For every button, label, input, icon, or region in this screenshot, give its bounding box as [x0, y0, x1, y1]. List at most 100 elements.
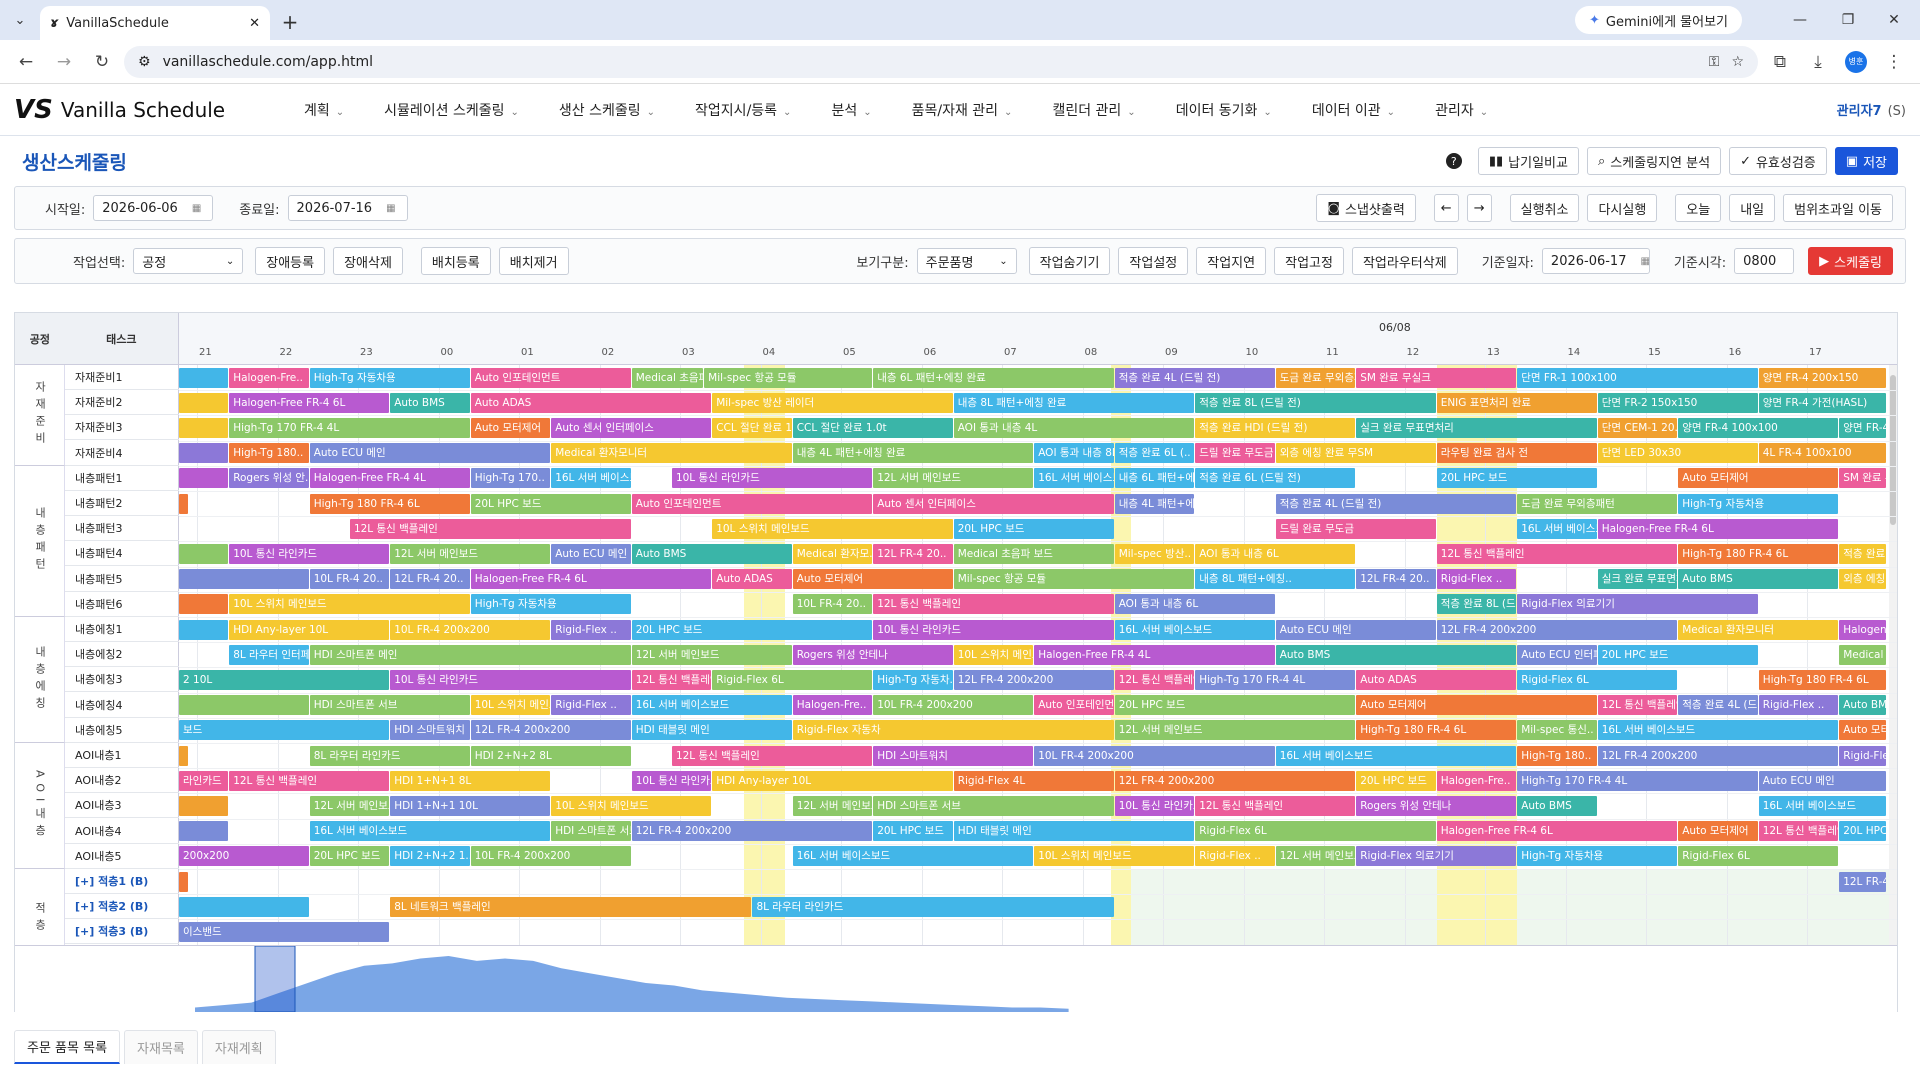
task-bar[interactable] [179, 896, 309, 917]
menu-item-5[interactable]: 품목/자재 관리 ⌄ [892, 100, 1033, 120]
task-bar[interactable] [179, 619, 229, 640]
task-bar[interactable]: 12L FR-4 20.. [390, 569, 470, 590]
task-bar[interactable]: 10L 통신 라인카드 [1114, 795, 1195, 816]
help-icon[interactable]: ? [1445, 153, 1462, 169]
task-bar[interactable]: Auto ECU 메인 [309, 443, 551, 464]
task-bar[interactable]: 8L 라우터 라인카드 [309, 745, 470, 766]
start-date-input[interactable]: 2026-06-06 ▦ [93, 195, 214, 221]
task-bar[interactable]: 12L FR-4 200x20 [1839, 871, 1886, 892]
task-bar[interactable]: 도금 완료 무외층패턴 [1275, 367, 1356, 388]
menu-item-7[interactable]: 데이터 동기화 ⌄ [1156, 100, 1292, 120]
task-bar[interactable]: Halogen-Fre.. [229, 367, 309, 388]
task-bar[interactable]: 10L 통신 라인카드 [631, 770, 712, 791]
schedule-button[interactable]: ▶ 스케줄링 [1808, 247, 1893, 275]
task-bar[interactable]: 20L HPC 보드 [1114, 695, 1356, 716]
task-bar[interactable]: 12L 서버 메인보드 [1275, 846, 1356, 867]
task-bar[interactable]: 단면 LED 30x30 [1597, 443, 1758, 464]
task-bar[interactable]: 적층 완료 HDI (드릴 전) [1195, 417, 1356, 438]
task-bar[interactable]: 양면 FR-4 200x150 [1758, 367, 1886, 388]
task-bar[interactable]: 실크 완료 무표면처리 [1597, 569, 1678, 590]
task-bar[interactable]: Auto 모터제어 [792, 569, 953, 590]
task-bar[interactable]: Rigid-Flex 6L [1195, 821, 1436, 842]
extensions-icon[interactable]: ⧉ [1773, 51, 1787, 72]
task-bar[interactable]: Medical 초음파 [1839, 644, 1886, 665]
task-bar[interactable]: 20L HPC 보드 [1597, 644, 1758, 665]
task-bar[interactable]: 10L 스위치 메인보드 [712, 518, 953, 539]
task-bar[interactable]: 16L 서버 베이스보드 [1597, 720, 1839, 741]
reload-icon[interactable]: ↻ [94, 51, 110, 72]
task-bar[interactable]: Mil-spec 방산 레이더 [712, 392, 953, 413]
task-bar[interactable]: 12L 서버 메인보드 [309, 795, 390, 816]
task-bar[interactable]: 라우팅 완료 검사 전 [1436, 443, 1597, 464]
task-bar[interactable]: 20L HPC 보드 [873, 821, 953, 842]
task-bar[interactable]: HDI 1+N+1 10L [390, 795, 551, 816]
task-bar[interactable]: Auto BMS [1678, 569, 1839, 590]
task-bar[interactable]: High-Tg 자동차용 [1517, 846, 1678, 867]
today-button[interactable]: 오늘 [1675, 194, 1722, 222]
task-bar[interactable]: HDI 스마트폰 메인 [309, 644, 631, 665]
close-window-icon[interactable]: ✕ [1888, 12, 1900, 28]
task-bar[interactable]: 10L 스위치 메인보드 [953, 644, 1034, 665]
task-bar[interactable]: 16L 서버 베이스보드 [309, 821, 551, 842]
task-bar[interactable]: 라인카드 [179, 770, 229, 791]
task-bar[interactable]: 내층 6L 패턴+에칭 완료 [873, 367, 1114, 388]
task-bar[interactable]: 10L FR-4 200x200 [1034, 745, 1275, 766]
task-bar[interactable]: 12L FR-4 20.. [1356, 569, 1436, 590]
task-bar[interactable]: 16L 서버 베이스보드 [631, 695, 792, 716]
task-bar[interactable]: 2 10L [179, 669, 390, 690]
task-bar[interactable] [179, 695, 309, 716]
base-date-input[interactable]: 2026-06-17 ▦ [1541, 248, 1650, 274]
task-bar[interactable]: 드릴 완료 무도금 [1195, 443, 1275, 464]
task-bar[interactable]: 20L HPC 보드 [470, 493, 631, 514]
task-bar[interactable]: 12L 통신 백플레인 [1436, 543, 1678, 564]
task-bar[interactable] [179, 871, 188, 892]
task-bar[interactable]: Rigid-Flex 6L [1517, 669, 1678, 690]
task-bar[interactable]: Mil-spec 항공 모듈 [704, 367, 873, 388]
task-bar[interactable]: 내층 4L 패턴+에칭.. [1114, 493, 1195, 514]
task-bar[interactable]: 12L FR-4 20.. [873, 543, 953, 564]
task-bar[interactable]: HDI 스마트워치 [873, 745, 1034, 766]
task-bar[interactable]: High-Tg 180.. [229, 443, 309, 464]
task-bar[interactable]: Medical 초음파.. [631, 367, 704, 388]
task-bar[interactable]: 12L 서버 메인보드 [1114, 720, 1356, 741]
profile-avatar[interactable]: 병훈 [1840, 46, 1872, 78]
overview-navigator[interactable] [15, 945, 1897, 1013]
task-bar[interactable]: 적층 완료 6L (.. [1114, 443, 1195, 464]
task-bar[interactable]: 10L 통신 라인카드 [671, 468, 873, 489]
task-bar[interactable]: Halogen-Free FR-4 6L [229, 392, 390, 413]
task-bar[interactable]: Auto BMS [631, 543, 792, 564]
scroll-thumb[interactable] [1890, 375, 1896, 525]
work-select-dropdown[interactable]: 공정 ⌄ [133, 248, 244, 274]
save-button[interactable]: ▣ 저장 [1834, 147, 1898, 175]
gemini-button[interactable]: ✦ Gemini에게 물어보기 [1575, 6, 1742, 34]
task-bar[interactable]: 16L 서버 베이스보.. [1034, 468, 1114, 489]
task-bar[interactable]: 보드 [179, 720, 390, 741]
overview-selection[interactable] [254, 946, 296, 1012]
menu-item-6[interactable]: 캘린더 관리 ⌄ [1032, 100, 1155, 120]
task-bar[interactable]: 10L FR-4 20.. [792, 594, 873, 615]
task-bar[interactable]: 12L 서버 메인보드 [390, 543, 551, 564]
bookmark-star-icon[interactable]: ☆ [1731, 53, 1744, 70]
menu-item-9[interactable]: 관리자 ⌄ [1415, 100, 1508, 120]
task-bar[interactable]: 12L 통신 백플레인 [229, 770, 390, 791]
app-logo[interactable]: VS Vanilla Schedule [14, 95, 284, 125]
forward-icon[interactable]: → [56, 51, 72, 72]
task-bar[interactable]: 16L 서버 베이스보드 [1275, 745, 1517, 766]
redo-button[interactable]: 다시실행 [1587, 194, 1658, 222]
url-field[interactable]: ⚙ vanillaschedule.com/app.html ⚿ ☆ [124, 45, 1758, 78]
task-bar[interactable]: High-Tg 자동차용 [470, 594, 631, 615]
task-bar[interactable]: Auto 센서 인터페이스 [873, 493, 1114, 514]
task-bar[interactable] [179, 417, 229, 438]
view-dropdown[interactable]: 주문품명 ⌄ [916, 248, 1017, 274]
task-bar[interactable]: High-Tg 180 FR-4 6L [1678, 543, 1839, 564]
task-bar[interactable]: 10L FR-4 200x200 [470, 846, 631, 867]
task-bar[interactable]: High-Tg 170 FR-4 4L [229, 417, 470, 438]
task-bar[interactable] [179, 543, 229, 564]
snapshot-button[interactable]: ◙ 스냅샷출력 [1316, 194, 1416, 222]
task-bar[interactable]: Mil-spec 방산.. [1114, 543, 1195, 564]
task-bar[interactable]: AOI 통과 내층 6L [1195, 543, 1356, 564]
task-bar[interactable]: Halogen-Free FR-4 4L [1034, 644, 1275, 665]
task-bar[interactable]: Auto ECU 메인 [1758, 770, 1886, 791]
task-bar[interactable]: 이스밴드 [179, 921, 390, 942]
task-bar[interactable]: 도금 완료 무외층패턴 [1517, 493, 1678, 514]
